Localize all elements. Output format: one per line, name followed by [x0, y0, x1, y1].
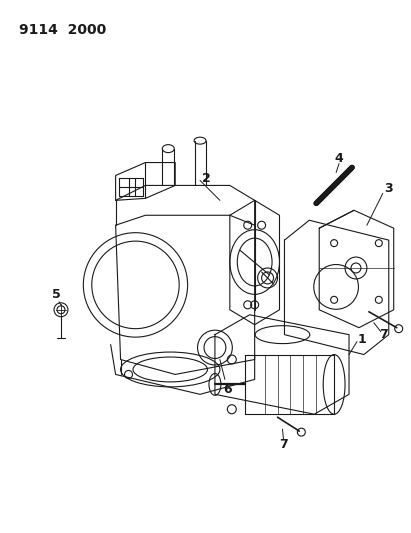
Text: 4: 4	[335, 152, 344, 165]
Text: 5: 5	[52, 288, 60, 301]
Text: 6: 6	[224, 383, 232, 396]
Text: 7: 7	[379, 328, 388, 341]
Text: 9114  2000: 9114 2000	[19, 23, 106, 37]
Text: 2: 2	[202, 172, 211, 185]
Text: 1: 1	[358, 333, 366, 346]
Text: 3: 3	[384, 182, 393, 195]
Text: 7: 7	[279, 438, 288, 450]
